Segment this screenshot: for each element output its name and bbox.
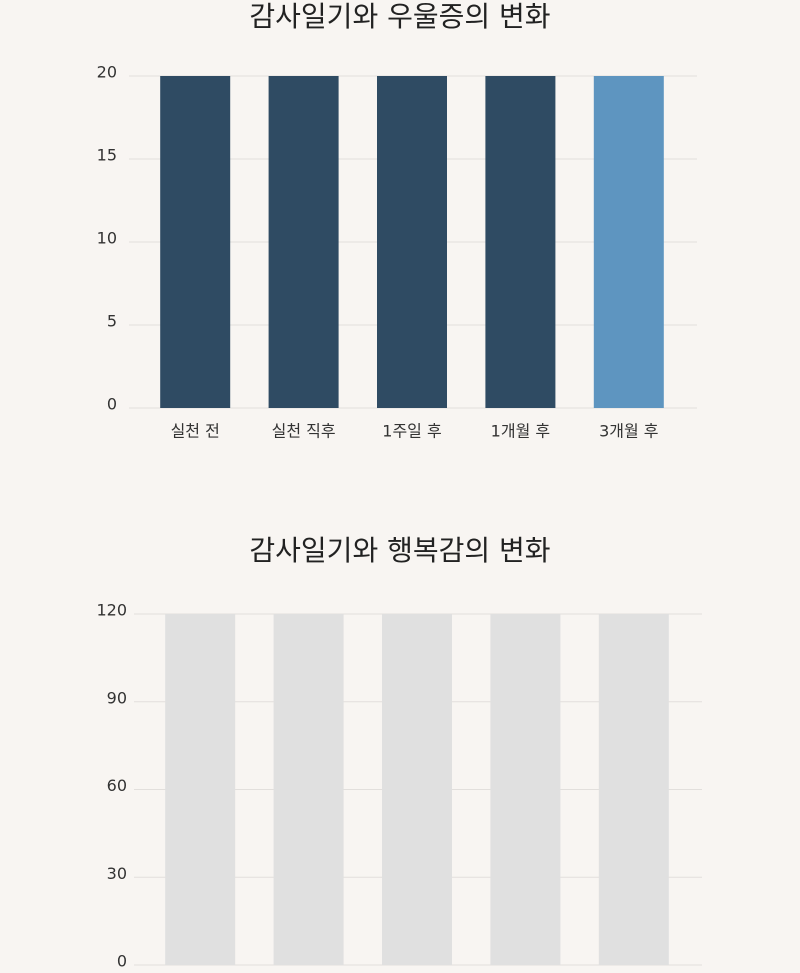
- bar: [382, 614, 452, 965]
- y-tick-label: 30: [107, 864, 127, 883]
- bar: [598, 614, 669, 965]
- bar: [273, 614, 344, 965]
- y-tick-label: 120: [96, 601, 127, 620]
- y-tick-label: 20: [97, 63, 117, 82]
- bar: [160, 76, 231, 408]
- bar: [485, 76, 556, 408]
- bar: [593, 76, 664, 408]
- x-tick-label: 3개월 후: [599, 422, 658, 441]
- x-tick-label: 1주일 후: [382, 422, 441, 441]
- y-tick-label: 10: [97, 229, 117, 248]
- y-tick-label: 5: [107, 312, 117, 331]
- y-tick-label: 15: [97, 146, 117, 165]
- y-tick-label: 0: [107, 395, 117, 414]
- chart-title: 감사일기와 행복감의 변화: [249, 534, 550, 567]
- x-tick-label: 실천 직후: [272, 422, 336, 441]
- bar: [377, 76, 447, 408]
- bar: [165, 614, 236, 965]
- bar: [268, 76, 339, 408]
- chart-title: 감사일기와 우울증의 변화: [249, 0, 550, 33]
- y-tick-label: 90: [107, 688, 127, 707]
- y-tick-label: 0: [117, 952, 127, 971]
- bar: [490, 614, 561, 965]
- y-tick-label: 60: [107, 776, 127, 795]
- x-tick-label: 실천 전: [171, 422, 220, 441]
- x-tick-label: 1개월 후: [491, 422, 550, 441]
